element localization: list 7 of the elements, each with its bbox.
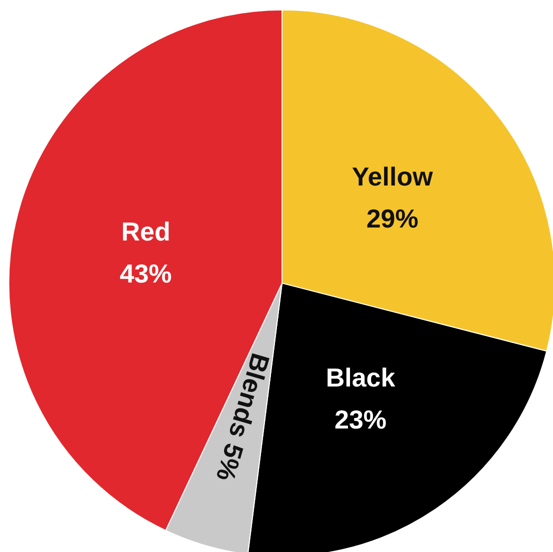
data-label: 23% [334,404,387,435]
data-label: 43% [120,258,172,289]
data-label: 29% [366,204,418,234]
slice-label: Red [121,216,170,247]
slice-label: Black [326,362,396,393]
slice-label: Yellow [352,162,434,192]
slice-label: Blends 5% [210,350,276,485]
